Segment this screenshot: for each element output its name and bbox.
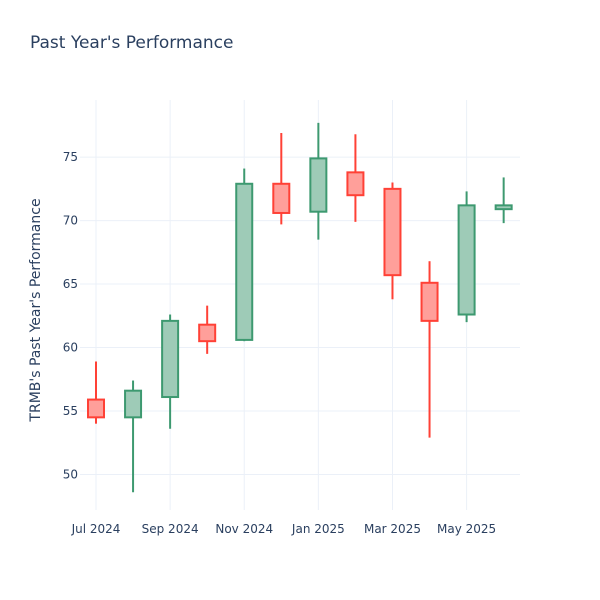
y-tick-label: 70 <box>63 214 78 228</box>
candle <box>235 168 254 342</box>
y-tick-label: 75 <box>63 150 78 164</box>
candle <box>124 380 143 493</box>
candle-body <box>198 323 217 343</box>
y-tick-label: 55 <box>63 404 78 418</box>
x-tick-label: Sep 2024 <box>142 522 199 536</box>
candle <box>87 361 105 424</box>
candle-body <box>87 398 105 419</box>
y-axis: 50 55 60 65 70 75 <box>63 150 78 481</box>
chart-title: Past Year's Performance <box>30 33 234 53</box>
x-axis: Jul 2024 Sep 2024 Nov 2024 Jan 2025 Mar 2025… <box>71 522 497 536</box>
candle-body <box>457 204 476 316</box>
x-tick-label: Mar 2025 <box>364 522 421 536</box>
candle <box>309 122 328 240</box>
candle-body <box>272 182 291 214</box>
x-tick-label: Nov 2024 <box>215 522 273 536</box>
candle-body <box>124 389 143 419</box>
candle <box>272 133 291 225</box>
candle-body <box>420 281 439 322</box>
candle-body <box>346 171 365 197</box>
y-axis-title: TRMB's Past Year's Performance <box>28 198 44 422</box>
candle <box>420 261 439 438</box>
candle-layer <box>87 122 513 493</box>
x-tick-label: Jul 2024 <box>71 522 121 536</box>
y-tick-label: 65 <box>63 277 78 291</box>
candle-body <box>383 187 402 277</box>
candle <box>161 314 180 429</box>
y-tick-label: 60 <box>63 341 78 355</box>
candle <box>494 177 513 224</box>
x-tick-label: Jan 2025 <box>291 522 345 536</box>
candle-body <box>161 319 180 399</box>
y-tick-label: 50 <box>63 467 78 481</box>
candle-body <box>309 157 328 213</box>
candle <box>383 182 402 300</box>
x-tick-label: May 2025 <box>437 522 496 536</box>
candle <box>346 134 365 222</box>
candle <box>198 305 217 354</box>
grid-layer <box>80 100 520 510</box>
candle-body <box>494 204 513 211</box>
candle <box>457 191 476 323</box>
candle-body <box>235 182 254 341</box>
